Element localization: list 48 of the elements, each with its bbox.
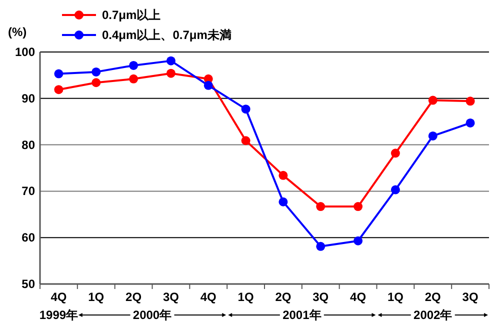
point bbox=[241, 104, 250, 114]
point bbox=[54, 85, 64, 94]
point bbox=[129, 74, 138, 84]
point bbox=[92, 78, 101, 88]
point bbox=[354, 236, 363, 246]
y-tick-label: 90 bbox=[22, 91, 36, 106]
x-tick-label: 3Q bbox=[462, 290, 478, 304]
point bbox=[316, 202, 326, 212]
x-tick-label: 1Q bbox=[238, 290, 254, 304]
point bbox=[241, 136, 250, 146]
point bbox=[390, 185, 400, 194]
text: 2002年 bbox=[414, 308, 452, 322]
x-tick-label: 3Q bbox=[312, 290, 329, 304]
legend-label: 0.7μm以上 bbox=[102, 8, 161, 22]
point bbox=[428, 96, 438, 105]
point bbox=[316, 242, 326, 251]
y-tick-label: 60 bbox=[22, 230, 36, 245]
x-tick-label: 3Q bbox=[162, 290, 179, 304]
text: 1999年 bbox=[39, 308, 78, 322]
point bbox=[466, 96, 475, 106]
x-tick-label: 2Q bbox=[126, 290, 142, 304]
point bbox=[92, 67, 101, 76]
x-tick-label: 4Q bbox=[350, 290, 366, 304]
text: 2001年 bbox=[282, 308, 322, 322]
point bbox=[166, 56, 176, 66]
point bbox=[390, 148, 400, 158]
x-tick-label: 1Q bbox=[387, 290, 404, 304]
x-tick-label: 2Q bbox=[424, 290, 441, 304]
point bbox=[166, 68, 176, 78]
y-tick-label: 70 bbox=[22, 184, 36, 198]
legend-label: 0.4μm以上、0.7μm未満 bbox=[102, 28, 232, 42]
text: 2000年 bbox=[132, 308, 172, 322]
point bbox=[354, 202, 363, 212]
x-tick-label: 1Q bbox=[88, 290, 104, 304]
y-tick-label: 80 bbox=[22, 138, 36, 152]
x-tick-label: 4Q bbox=[50, 290, 67, 304]
x-tick-label: 2Q bbox=[275, 290, 292, 304]
y-axis-title: (%) bbox=[8, 25, 27, 39]
point bbox=[278, 170, 288, 180]
x-tick-label: 4Q bbox=[200, 290, 216, 304]
point bbox=[54, 69, 64, 78]
point bbox=[278, 197, 288, 206]
point bbox=[428, 131, 438, 140]
point bbox=[129, 60, 138, 70]
point bbox=[204, 80, 213, 90]
y-tick-label: 100 bbox=[14, 45, 36, 59]
point bbox=[466, 118, 475, 128]
y-tick-label: 50 bbox=[22, 277, 36, 291]
